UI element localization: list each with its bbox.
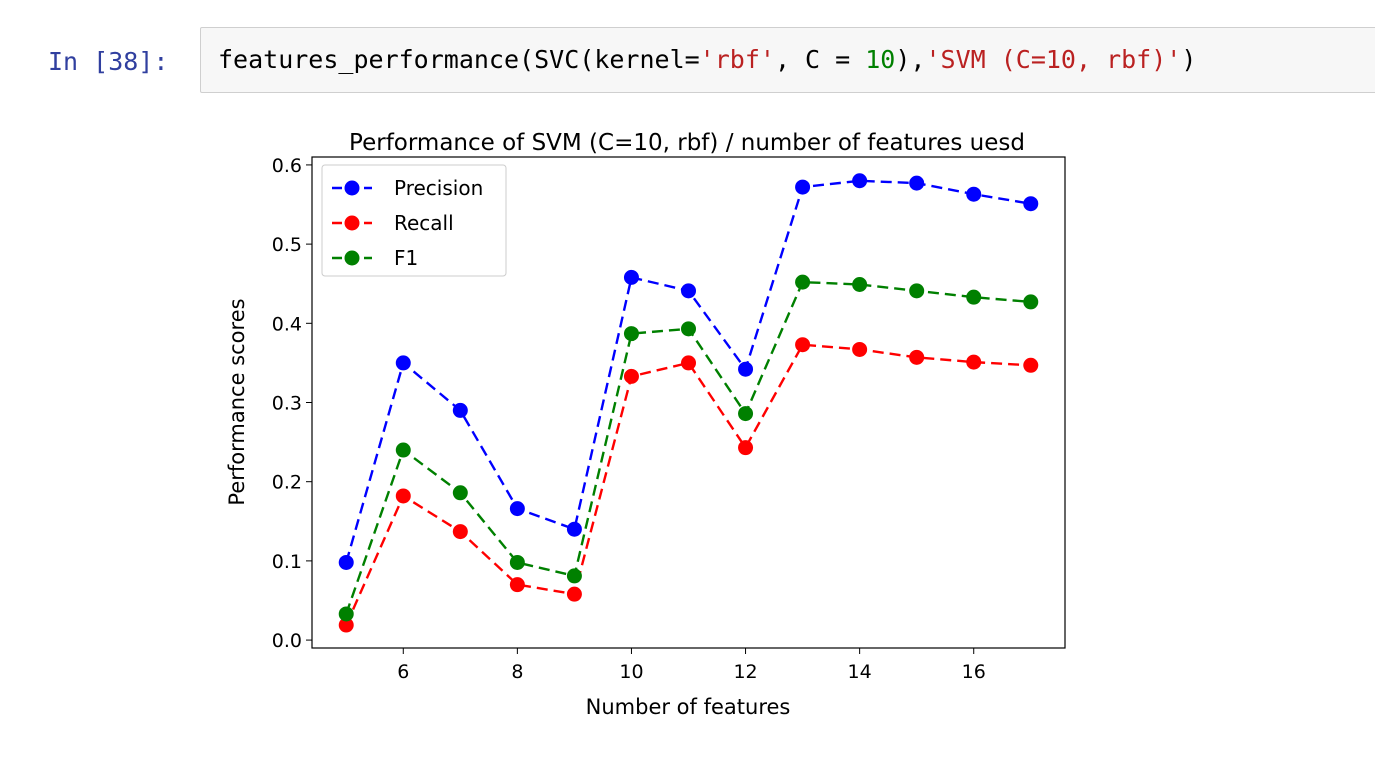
y-tick-label: 0.1 [272, 551, 302, 573]
data-point-recall [566, 586, 582, 602]
code-paren: ( [519, 45, 535, 74]
x-tick-label: 12 [733, 661, 757, 683]
data-point-f1 [338, 606, 354, 622]
x-tick-label: 6 [397, 661, 409, 683]
x-axis-label: Number of features [586, 695, 791, 719]
data-point-precision [909, 175, 925, 191]
data-point-f1 [509, 554, 525, 570]
legend-marker [344, 180, 360, 196]
series-layer [338, 173, 1039, 633]
data-point-recall [338, 617, 354, 633]
legend-entry-recall: Recall [332, 211, 454, 235]
code-end-paren: ) [1181, 45, 1197, 74]
data-point-precision [395, 355, 411, 371]
y-tick-label: 0.4 [272, 313, 302, 335]
data-point-f1 [909, 283, 925, 299]
x-tick-label: 8 [511, 661, 523, 683]
data-point-recall [909, 349, 925, 365]
code-keyword-arg: kernel= [594, 45, 700, 74]
legend-marker [344, 215, 360, 231]
data-point-precision [852, 173, 868, 189]
data-point-recall [1023, 357, 1039, 373]
y-tick-label: 0.0 [272, 630, 302, 652]
series-f1 [338, 274, 1039, 622]
legend-label: Precision [394, 176, 483, 200]
data-point-precision [623, 269, 639, 285]
data-point-f1 [623, 326, 639, 342]
legend-box [321, 164, 507, 277]
data-point-precision [566, 521, 582, 537]
data-point-f1 [1023, 294, 1039, 310]
data-point-f1 [452, 485, 468, 501]
data-point-f1 [566, 568, 582, 584]
code-string-kernel: 'rbf' [699, 45, 775, 74]
code-string-label: 'SVM (C=10, rbf)' [925, 45, 1182, 74]
code-function-name: features_performance [218, 45, 520, 74]
code-separator: , C = [774, 45, 866, 74]
legend-entry-precision: Precision [332, 176, 483, 200]
data-point-f1 [966, 289, 982, 305]
legend-marker [344, 250, 360, 266]
data-point-f1 [738, 406, 754, 422]
data-point-f1 [852, 277, 868, 293]
data-point-recall [795, 337, 811, 353]
data-point-recall [623, 368, 639, 384]
data-point-f1 [681, 321, 696, 337]
y-axis: 0.0 0.1 0.2 0.3 0.4 0.5 0.6 [272, 155, 312, 652]
cell-output: Performance of SVM (C=10, rbf) / number … [215, 120, 1095, 730]
data-point-recall [395, 488, 411, 504]
data-point-precision [509, 501, 525, 517]
series-recall [338, 337, 1039, 633]
data-point-precision [452, 402, 468, 418]
y-tick-label: 0.2 [272, 472, 302, 494]
legend: Precision Recall F1 [321, 164, 507, 277]
legend-entry-f1: F1 [332, 246, 418, 270]
data-point-precision [338, 554, 354, 570]
data-point-recall [509, 577, 525, 593]
data-point-recall [452, 524, 468, 540]
x-tick-label: 16 [962, 661, 986, 683]
data-point-recall [681, 355, 696, 371]
data-point-precision [795, 179, 811, 195]
legend-label: Recall [394, 211, 454, 235]
data-point-recall [738, 440, 754, 456]
data-point-recall [966, 354, 982, 370]
chart-title: Performance of SVM (C=10, rbf) / number … [349, 130, 1025, 156]
y-tick-label: 0.3 [272, 393, 302, 415]
data-point-f1 [795, 274, 811, 290]
code-number: 10 [865, 45, 896, 74]
y-axis-label: Performance scores [225, 298, 249, 505]
data-point-precision [738, 361, 754, 377]
data-point-precision [681, 283, 696, 299]
performance-chart: Performance of SVM (C=10, rbf) / number … [225, 130, 1066, 719]
data-point-precision [966, 186, 982, 202]
x-tick-label: 14 [848, 661, 872, 683]
code-line[interactable]: features_performance(SVC(kernel='rbf', C… [218, 42, 1196, 78]
code-input-area[interactable]: features_performance(SVC(kernel='rbf', C… [200, 27, 1375, 93]
input-prompt: In [38]: [48, 47, 169, 76]
series-precision [338, 173, 1039, 570]
data-point-recall [852, 341, 868, 357]
legend-label: F1 [394, 246, 418, 270]
x-tick-label: 10 [619, 661, 643, 683]
code-close-paren: ), [895, 45, 926, 74]
data-point-f1 [395, 442, 411, 458]
data-point-precision [1023, 196, 1039, 212]
code-paren: ( [579, 45, 595, 74]
x-axis: 6 8 10 12 14 16 [397, 648, 986, 683]
y-tick-label: 0.5 [272, 234, 302, 256]
y-tick-label: 0.6 [272, 155, 302, 177]
code-class-name: SVC [534, 45, 580, 74]
